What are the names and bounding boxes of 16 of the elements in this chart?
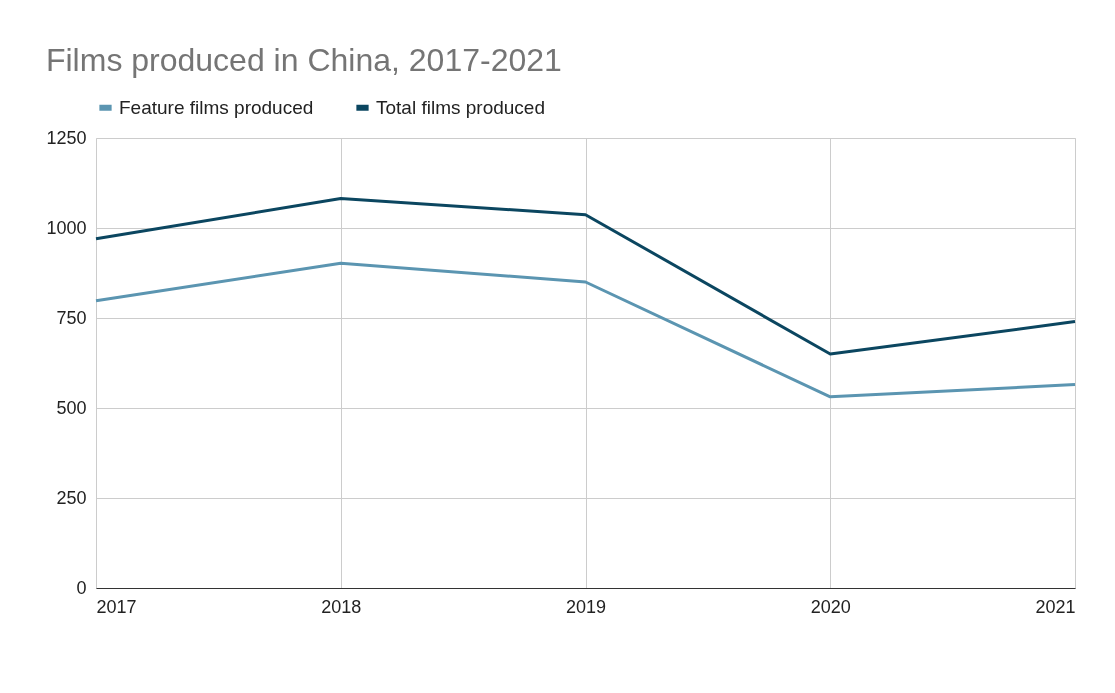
- x-tick-label: 2017: [96, 596, 137, 617]
- y-tick-label: 250: [56, 487, 87, 508]
- x-tick-label: 2018: [321, 596, 362, 617]
- x-tick-label: 2020: [810, 596, 851, 617]
- line-series: [94, 261, 1077, 399]
- y-tick-label: 0: [76, 577, 87, 598]
- legend-label: Total films produced: [376, 96, 545, 118]
- x-tick-label: 2021: [1035, 596, 1076, 617]
- y-tick-label: 750: [56, 307, 87, 328]
- x-tick-label: 2019: [565, 596, 607, 617]
- legend-label: Feature films produced: [119, 96, 314, 118]
- y-tick-label: 500: [56, 397, 87, 418]
- chart-title: Films produced in China, 2017-2021: [45, 42, 562, 78]
- y-tick-label: 1250: [46, 127, 87, 148]
- line-series: [94, 196, 1077, 356]
- y-tick-label: 1000: [46, 217, 87, 238]
